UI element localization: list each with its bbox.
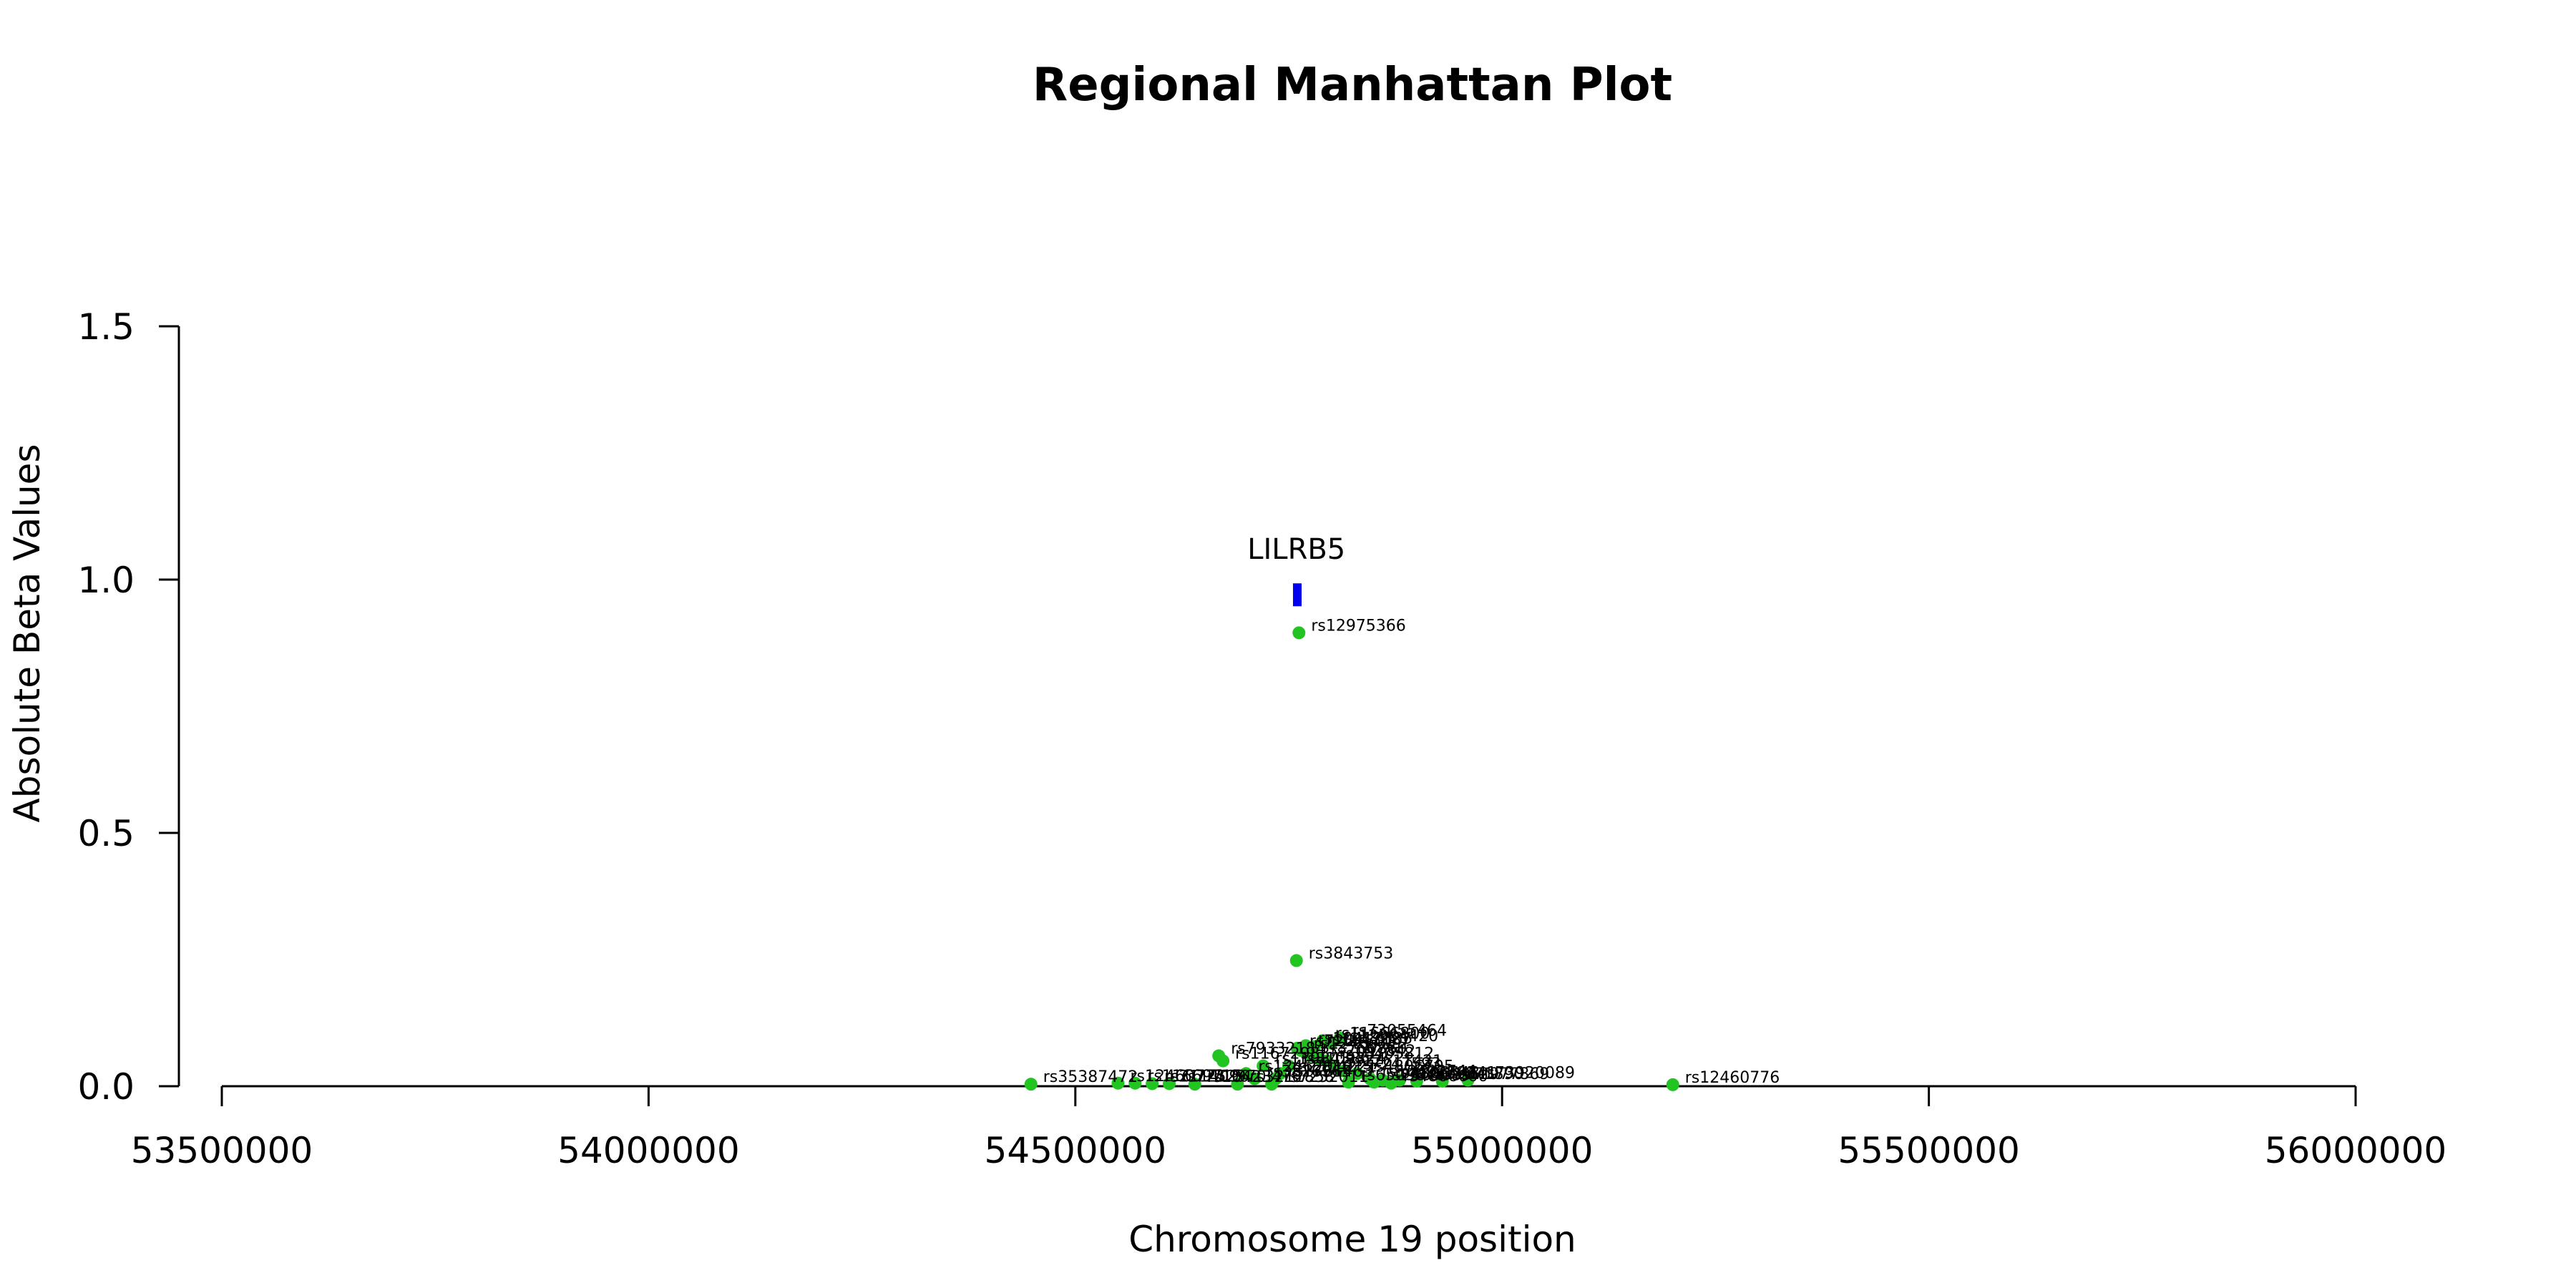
snp-point bbox=[1342, 1075, 1355, 1089]
y-tick-label: 1.5 bbox=[77, 306, 135, 348]
snp-label: rs3826963 bbox=[1267, 1063, 1352, 1080]
snp-label: rs11084386 bbox=[1275, 1050, 1370, 1068]
x-tick-label: 53500000 bbox=[131, 1130, 313, 1171]
snp-point bbox=[1163, 1077, 1176, 1091]
snp-label: rs4806600 bbox=[1403, 1068, 1488, 1085]
snp-label: rs12462010 bbox=[1258, 1058, 1352, 1075]
snp-label: rs3760860 bbox=[1322, 1040, 1407, 1058]
snp-points bbox=[1024, 626, 1679, 1091]
x-tick-label: 55000000 bbox=[1411, 1130, 1594, 1171]
snp-label: rs2304221 bbox=[1292, 1058, 1377, 1075]
snp-point bbox=[1410, 1074, 1423, 1088]
snp-label: rs10423476 bbox=[1207, 1068, 1302, 1086]
snp-label: rs1043187 bbox=[1327, 1031, 1412, 1049]
chart-title: Regional Manhattan Plot bbox=[1033, 59, 1672, 112]
y-tick-label: 1.0 bbox=[77, 560, 135, 601]
y-tick-label: 0.0 bbox=[77, 1066, 135, 1108]
snp-label: rs12611421 bbox=[1348, 1053, 1443, 1070]
snp-point bbox=[1231, 1078, 1244, 1091]
snp-label: rs10405812 bbox=[1340, 1045, 1434, 1063]
gene-label: LILRB5 bbox=[1247, 533, 1345, 566]
snp-label: rs4806705 bbox=[1369, 1058, 1454, 1075]
snp-label: rs7254601 bbox=[1309, 1033, 1395, 1050]
snp-label: rs6509840 bbox=[1360, 1066, 1445, 1084]
snp-point bbox=[1666, 1078, 1679, 1091]
x-tick-label: 55500000 bbox=[1838, 1130, 2020, 1171]
snp-labels: rs12975366rs3843753rs73055464rs11666800r… bbox=[1043, 617, 1780, 1087]
y-axis: 0.0 0.5 1.0 1.5 bbox=[77, 306, 180, 1108]
snp-point bbox=[1111, 1076, 1125, 1090]
snp-label: rs11671890 bbox=[1429, 1065, 1523, 1083]
gene-bar bbox=[1292, 583, 1302, 607]
snp-label: rs12975366 bbox=[1311, 617, 1405, 635]
snp-label: rs79332184 bbox=[1231, 1040, 1325, 1058]
snp-label: rs7252011 bbox=[1284, 1068, 1369, 1086]
snp-label: rs8109324 bbox=[1301, 1050, 1386, 1068]
snp-point bbox=[1265, 1078, 1279, 1091]
snp-point bbox=[1292, 626, 1306, 640]
x-axis-label: Chromosome 19 position bbox=[1128, 1219, 1576, 1260]
x-tick-label: 56000000 bbox=[2265, 1130, 2447, 1171]
snp-label: rs4806548 bbox=[1395, 1065, 1480, 1083]
gene-track: LILRB5 bbox=[1247, 533, 1345, 607]
snp-label: rs12460776 bbox=[1685, 1069, 1780, 1087]
snp-label: rs3843753 bbox=[1309, 945, 1394, 962]
x-tick-label: 54000000 bbox=[557, 1130, 740, 1171]
snp-point bbox=[1337, 1064, 1351, 1078]
snp-point bbox=[1024, 1078, 1038, 1091]
snp-label: rs2569689 bbox=[1386, 1066, 1471, 1084]
snp-label: rs7247593 bbox=[1357, 1055, 1442, 1073]
snp-point bbox=[1367, 1075, 1381, 1089]
snp-label: rs11669715 bbox=[1147, 1068, 1241, 1085]
snp-label: rs1761463 bbox=[1288, 1063, 1373, 1080]
snp-point bbox=[1385, 1076, 1398, 1090]
snp-point bbox=[1324, 1036, 1338, 1050]
snp-point bbox=[1188, 1078, 1201, 1091]
snp-point bbox=[1128, 1076, 1142, 1090]
snp-label: rs3212858 bbox=[1249, 1068, 1335, 1086]
snp-point bbox=[1282, 1059, 1295, 1073]
snp-label: rs12977869 bbox=[1455, 1065, 1549, 1083]
snp-label: rs12460112 bbox=[1314, 1035, 1408, 1053]
snp-label: rs73920089 bbox=[1480, 1065, 1574, 1083]
x-tick-label: 54500000 bbox=[985, 1130, 1167, 1171]
snp-label: rs2097842 bbox=[1331, 1043, 1416, 1060]
snp-point bbox=[1435, 1074, 1449, 1088]
snp-label: rs11672983 bbox=[1235, 1045, 1330, 1063]
y-axis-label: Absolute Beta Values bbox=[6, 444, 48, 823]
snp-point bbox=[1350, 1067, 1364, 1080]
snp-label: rs10412385 bbox=[1318, 1030, 1413, 1048]
snp-label: rs10402744 bbox=[1382, 1063, 1476, 1080]
snp-label: rs11666800 bbox=[1335, 1025, 1430, 1043]
snp-label: rs35387472 bbox=[1043, 1068, 1138, 1086]
snp-point bbox=[1320, 1054, 1334, 1068]
x-axis: 53500000 54000000 54500000 55000000 55500000… bbox=[131, 1085, 2447, 1171]
snp-label: rs12984420 bbox=[1344, 1028, 1438, 1045]
snp-point bbox=[1216, 1054, 1230, 1068]
snp-point bbox=[1461, 1073, 1475, 1087]
snp-label: rs7252970 bbox=[1181, 1068, 1267, 1085]
snp-label: rs12460773 bbox=[1130, 1068, 1224, 1085]
snp-point bbox=[1289, 954, 1303, 967]
snp-point bbox=[1257, 1059, 1270, 1073]
snp-point bbox=[1146, 1077, 1159, 1091]
snp-label: rs2114096 bbox=[1164, 1068, 1249, 1085]
snp-label: rs7259341 bbox=[1412, 1065, 1497, 1083]
snp-label: rs73055464 bbox=[1352, 1023, 1447, 1040]
y-tick-label: 0.5 bbox=[77, 813, 135, 854]
snp-point bbox=[1248, 1072, 1262, 1085]
